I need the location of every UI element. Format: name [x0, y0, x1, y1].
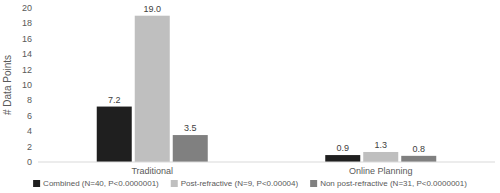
y-tick-label: 12: [22, 65, 32, 75]
data-label: 7.2: [108, 95, 121, 105]
x-tick-label: Traditional: [131, 166, 173, 176]
x-tick-label: Online Planning: [349, 166, 413, 176]
y-tick: [36, 69, 38, 70]
bar: [363, 152, 398, 162]
y-tick-label: 8: [27, 95, 32, 105]
y-tick: [36, 38, 38, 39]
y-tick: [36, 100, 38, 101]
y-tick: [36, 54, 38, 55]
y-tick-label: 2: [27, 142, 32, 152]
data-labels: 7.2 19.0 3.5 0.9 1.3 0.8: [108, 4, 425, 154]
y-tick-label: 10: [22, 80, 32, 90]
data-label: 0.8: [412, 144, 425, 154]
y-tick: [36, 131, 38, 132]
legend-label: Non post-refractive (N=31, P<0.0000001): [320, 179, 467, 188]
y-tick-label: 14: [22, 49, 32, 59]
y-tick-label: 18: [22, 18, 32, 28]
data-label: 3.5: [184, 123, 197, 133]
y-tick: [36, 8, 38, 9]
chart: 0 2 4 6 8 10 12 14 16 18 20 # Data Points 7.2 19.0 3.5…: [0, 0, 500, 193]
x-axis-line: [38, 162, 495, 163]
y-tick-label: 0: [27, 157, 32, 167]
legend-swatch: [310, 180, 317, 187]
legend-swatch: [171, 180, 178, 187]
bar: [135, 16, 170, 162]
bars: [97, 16, 437, 162]
bar: [97, 107, 132, 162]
legend: Combined (N=40, P<0.0000001) Post-refract…: [33, 179, 467, 188]
y-tick: [36, 162, 38, 163]
bar: [325, 155, 360, 162]
y-tick-label: 16: [22, 34, 32, 44]
bar: [173, 135, 208, 162]
data-label: 19.0: [143, 4, 161, 14]
data-label: 1.3: [374, 140, 387, 150]
legend-label: Post-refractive (N=9, P<0.00004): [181, 179, 299, 188]
y-tick: [36, 115, 38, 116]
y-axis-label: # Data Points: [2, 55, 13, 115]
y-tick: [36, 146, 38, 147]
y-tick-label: 6: [27, 111, 32, 121]
y-tick: [36, 23, 38, 24]
legend-swatch: [33, 180, 40, 187]
legend-label: Combined (N=40, P<0.0000001): [43, 179, 159, 188]
data-label: 0.9: [336, 143, 349, 153]
y-tick-label: 4: [27, 126, 32, 136]
y-tick: [36, 85, 38, 86]
y-tick-label: 20: [22, 3, 32, 13]
bar: [401, 156, 436, 162]
